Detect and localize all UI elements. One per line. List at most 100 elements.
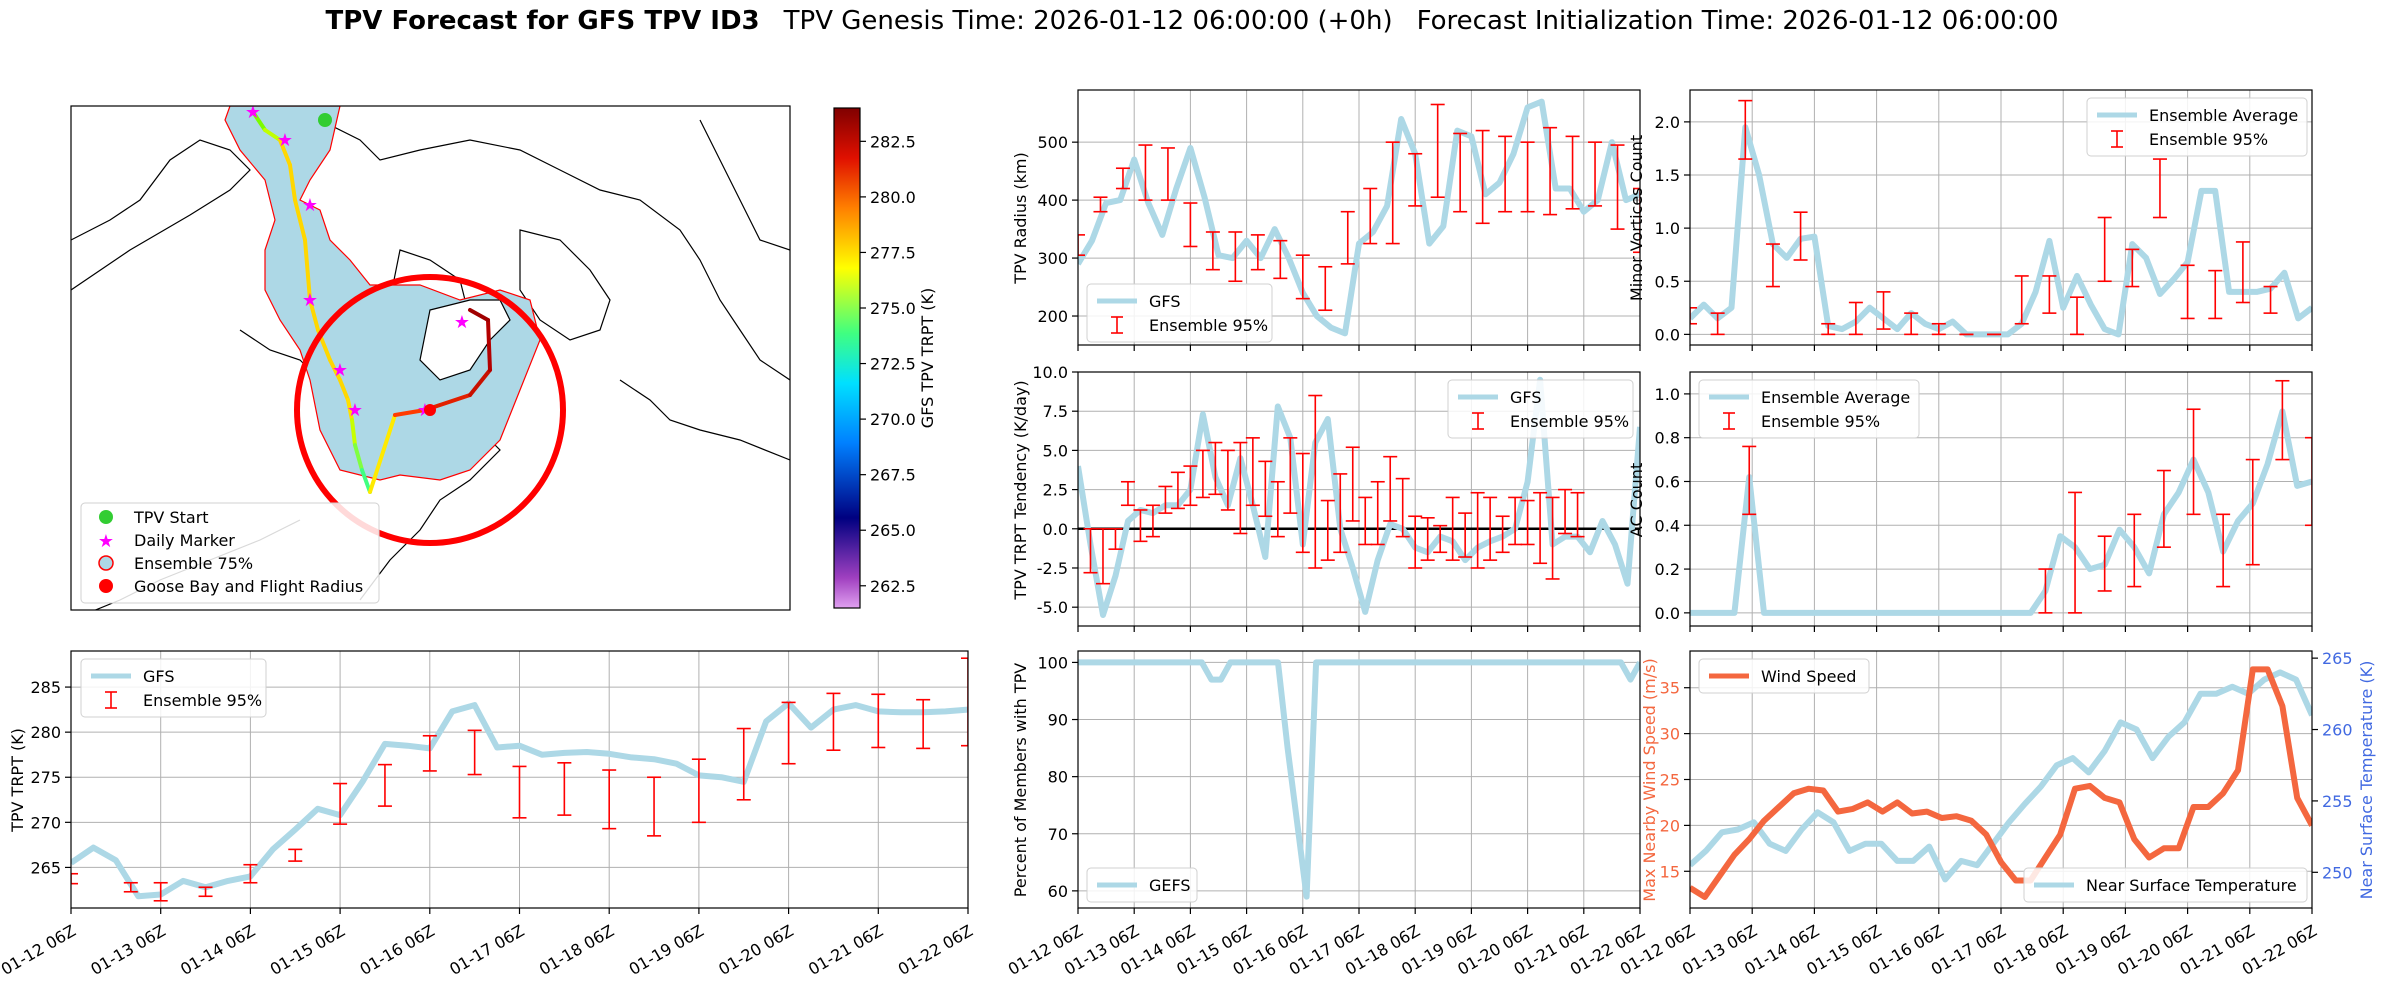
track-segment — [328, 358, 342, 382]
legend-label: Ensemble 95% — [1149, 316, 1268, 335]
radius-panel: 200 300 400 500 GFS Ensemble 95% — [1037, 89, 1641, 351]
coastline — [619, 379, 790, 461]
legend-label: GFS — [1510, 388, 1541, 407]
legend-label: Ensemble 95% — [1761, 412, 1880, 431]
legend-label: Ensemble 95% — [143, 691, 262, 710]
wind-ytick-label: 20 — [1660, 816, 1680, 835]
ac-avg-line — [1690, 408, 2312, 616]
trpt-xtick-label: 01-12 06Z — [0, 921, 79, 979]
wind-ytick-label: 30 — [1660, 725, 1680, 744]
track-segment — [368, 413, 397, 494]
minor-ytick-label: 1.5 — [1655, 166, 1680, 185]
map-legend-label: TPV Start — [133, 508, 209, 527]
legend-label: Near Surface Temperature — [2086, 876, 2297, 895]
daily-marker: ★ — [347, 400, 363, 421]
daily-marker: ★ — [332, 360, 348, 381]
percent-ytick-label: 80 — [1048, 768, 1068, 787]
goose-bay-marker — [424, 404, 436, 416]
tendency-gfs-line — [1078, 376, 1640, 618]
radius-gfs-line — [1078, 98, 1640, 337]
trpt-xtick-label: 01-17 06Z — [446, 921, 527, 979]
colorbar-tick-label: 262.5 — [870, 577, 916, 596]
legend-label: GFS — [1149, 292, 1180, 311]
colorbar-tick-label: 267.5 — [870, 466, 916, 485]
tendency-ytick-label: -5.0 — [1037, 598, 1068, 617]
ac-panel: 0.0 0.2 0.4 0.6 0.8 1.0 Ensemble Average Ensemb… — [1655, 371, 2313, 632]
trpt-xtick-label: 01-16 06Z — [357, 921, 438, 979]
title-init: Forecast Initialization Time: 2026-01-12… — [1416, 6, 2059, 36]
percent-ylabel: Percent of Members with TPV — [1011, 663, 1030, 897]
temp-ytick-label: 255 — [2322, 792, 2353, 811]
legend-tpv-start-swatch — [99, 510, 113, 524]
axes-frame — [1077, 89, 1641, 346]
trpt-panel: 265 270 275 280 285 01-12 06Z 01-13 06Z 01-14 0… — [0, 650, 976, 979]
wind-plot-area — [1690, 666, 2312, 900]
wind-line — [1690, 666, 2312, 900]
minor-ytick-label: 0.5 — [1655, 272, 1680, 291]
track-segment — [278, 138, 292, 167]
colorbar-tick-label: 277.5 — [870, 243, 916, 262]
minor-plot-area — [1690, 99, 2312, 338]
radius-ylabel: TPV Radius (km) — [1011, 152, 1030, 285]
trpt-xtick-label: 01-20 06Z — [715, 921, 796, 979]
track-segment — [251, 110, 267, 132]
coastline — [71, 139, 251, 291]
track-segment — [468, 368, 492, 397]
radius-plot-area — [1078, 98, 1640, 337]
minor-ylabel: Minor Vortices Count — [1627, 135, 1646, 301]
percent-ytick-label: 90 — [1048, 711, 1068, 730]
legend-goose-bay-swatch — [99, 579, 113, 593]
trpt-ytick-label: 275 — [30, 768, 61, 787]
track-segment — [393, 408, 427, 417]
coastline — [319, 119, 790, 381]
wind-ytick-label: 25 — [1660, 771, 1680, 790]
ac-ytick-label: 0.6 — [1655, 472, 1680, 491]
legend-daily-marker-swatch: ★ — [98, 531, 114, 552]
legend-label: Ensemble Average — [2149, 106, 2298, 125]
wind-ylabel: Max Nearby Wind Speed (m/s) — [1640, 658, 1659, 901]
coastline — [699, 119, 790, 251]
map-legend-label: Ensemble 75% — [134, 554, 253, 573]
colorbar-tick-label: 280.0 — [870, 188, 916, 207]
percent-ytick-label: 60 — [1048, 882, 1068, 901]
legend-label: GFS — [143, 667, 174, 686]
axes-frame — [1077, 371, 1641, 627]
tendency-panel: -5.0 -2.5 0.0 2.5 5.0 7.5 10.0 GFS Ensemble 95% — [1032, 363, 1641, 632]
tendency-ytick-label: 2.5 — [1043, 481, 1068, 500]
track-segment — [303, 238, 312, 302]
ensemble-75-region — [224, 106, 541, 481]
map-legend-label: Daily Marker — [134, 531, 235, 550]
track-segment — [338, 378, 350, 402]
track-segment — [263, 128, 282, 142]
daily-marker: ★ — [245, 102, 261, 123]
axes-frame — [70, 650, 969, 909]
tendency-ytick-label: 7.5 — [1043, 402, 1068, 421]
tendency-ylabel: TPV TRPT Tendency (K/day) — [1011, 380, 1030, 600]
tpv-start-marker — [318, 113, 332, 127]
track-segment — [486, 318, 492, 372]
daily-marker: ★ — [302, 290, 318, 311]
trpt-gfs-line — [71, 700, 968, 900]
tendency-ytick-label: 5.0 — [1043, 441, 1068, 460]
trpt-ytick-label: 270 — [30, 813, 61, 832]
legend-box — [2023, 867, 2308, 903]
colorbar-tick-label: 272.5 — [870, 355, 916, 374]
trpt-xtick-label: 01-13 06Z — [87, 921, 168, 979]
percent-gefs-line — [1078, 659, 1640, 900]
ac-plot-area — [1690, 379, 2312, 616]
daily-marker: ★ — [302, 195, 318, 216]
colorbar-tick-label: 270.0 — [870, 410, 916, 429]
daily-marker: ★ — [454, 312, 470, 333]
ac-ytick-label: 0.0 — [1655, 604, 1680, 623]
temp-ytick-label: 250 — [2322, 863, 2353, 882]
track-segment — [346, 398, 354, 422]
wind-ytick-label: 15 — [1660, 862, 1680, 881]
radius-ytick-label: 500 — [1037, 133, 1068, 152]
trpt-xtick-label: 01-14 06Z — [177, 921, 258, 979]
ac-ylabel: AC Count — [1627, 463, 1646, 537]
daily-marker: ★ — [277, 130, 293, 151]
temp-line — [1690, 669, 2312, 883]
